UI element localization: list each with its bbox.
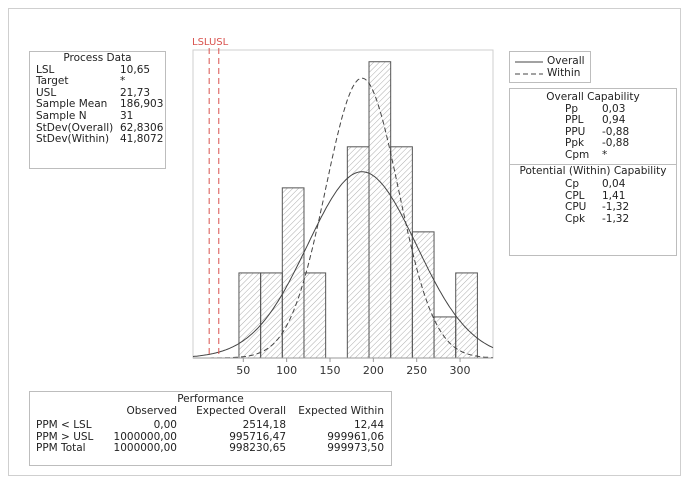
histogram-bar bbox=[238, 272, 262, 359]
performance-cell: 12,44 bbox=[353, 419, 384, 431]
stat-row: USL 21,73 bbox=[30, 86, 165, 100]
stat-row: Sample Mean 186,903 bbox=[30, 99, 165, 111]
performance-cell: 999961,06 bbox=[327, 430, 384, 443]
stat-value: * bbox=[120, 75, 126, 88]
stat-label: Sample Mean bbox=[36, 98, 108, 111]
stat-value: 62,8306 bbox=[120, 121, 164, 134]
performance-column-header: Expected Within bbox=[298, 405, 384, 417]
performance-cell: 2514,18 bbox=[242, 419, 286, 431]
chart-legend: Overall Within bbox=[509, 51, 591, 83]
performance-row-label: PPM Total bbox=[36, 442, 86, 454]
stat-value: -0,88 bbox=[602, 125, 630, 138]
stat-row: StDev(Within) 41,8072 bbox=[30, 134, 165, 146]
stat-value: -1,32 bbox=[602, 201, 630, 214]
potential-capability-title: Potential (Within) Capability bbox=[519, 164, 667, 177]
stat-value: * bbox=[602, 148, 608, 161]
overall-capability-title: Overall Capability bbox=[546, 91, 640, 103]
stat-label: Cpm bbox=[565, 148, 590, 161]
capability-divider bbox=[510, 163, 676, 165]
spec-limit-label: LSLUSL bbox=[192, 37, 229, 48]
stat-value: 1,41 bbox=[602, 189, 626, 202]
performance-cell: 1000000,00 bbox=[113, 430, 177, 443]
stat-label: CPL bbox=[565, 189, 585, 202]
stat-row: Cp 0,04 bbox=[510, 179, 676, 191]
histogram-bar bbox=[346, 146, 370, 359]
stat-row: Cpk -1,32 bbox=[510, 212, 676, 226]
stat-value: 0,04 bbox=[602, 178, 626, 191]
stat-value: 21,73 bbox=[120, 86, 151, 99]
stat-value: -0,88 bbox=[602, 137, 630, 150]
curve-within bbox=[193, 77, 494, 359]
stat-value: -1,32 bbox=[602, 212, 630, 225]
stat-label: Cpk bbox=[565, 212, 586, 225]
histogram-bar bbox=[390, 146, 413, 359]
legend-label-within: Within bbox=[547, 67, 581, 79]
x-tick-label: 50 bbox=[236, 364, 250, 377]
stat-label: PPL bbox=[565, 114, 584, 127]
stat-label: LSL bbox=[36, 63, 55, 76]
histogram-bar bbox=[303, 272, 327, 359]
x-tick-label: 200 bbox=[363, 364, 384, 377]
stat-label: Target bbox=[36, 75, 69, 88]
performance-panel: Performance Observed Expected Overall Expe… bbox=[29, 391, 392, 466]
stat-label: StDev(Overall) bbox=[36, 121, 114, 134]
performance-row-label: PPM > USL bbox=[36, 430, 94, 443]
stat-row: PPU -0,88 bbox=[510, 125, 676, 139]
performance-cell: 995716,47 bbox=[229, 430, 286, 443]
stat-value: 0,94 bbox=[602, 114, 626, 127]
x-tick-label: 150 bbox=[319, 364, 340, 377]
stat-label: CPU bbox=[565, 201, 587, 214]
stat-value: 10,65 bbox=[120, 63, 151, 76]
performance-cell: 999973,50 bbox=[327, 442, 384, 454]
performance-cell: 998230,65 bbox=[229, 442, 286, 454]
histogram-bar bbox=[368, 61, 392, 359]
performance-column-header: Observed bbox=[126, 405, 177, 417]
stat-value: 186,903 bbox=[120, 98, 164, 111]
stat-row: Ppk -0,88 bbox=[510, 138, 676, 150]
stat-row: Cpm * bbox=[510, 148, 676, 162]
stat-row: Sample N 31 bbox=[30, 109, 165, 123]
stat-row: CPL 1,41 bbox=[510, 189, 676, 203]
x-tick-label: 250 bbox=[406, 364, 427, 377]
stat-row: LSL 10,65 bbox=[30, 63, 165, 77]
process-data-panel: Process Data LSL 10,65 Target * USL 21,73 Samp… bbox=[29, 51, 166, 169]
stat-row: StDev(Overall) 62,8306 bbox=[30, 121, 165, 135]
stat-row: CPU -1,32 bbox=[510, 202, 676, 214]
stat-label: USL bbox=[36, 86, 57, 99]
histogram-bar bbox=[411, 231, 435, 359]
curve-overall bbox=[192, 171, 494, 357]
performance-row-label: PPM < LSL bbox=[36, 419, 92, 431]
stat-value: 0,03 bbox=[602, 102, 626, 115]
stat-label: PPU bbox=[565, 125, 586, 138]
stat-label: StDev(Within) bbox=[36, 133, 110, 146]
stat-row: PPL 0,94 bbox=[510, 115, 676, 127]
legend-label-overall: Overall bbox=[547, 55, 585, 67]
stat-row: Target * bbox=[30, 76, 165, 88]
capability-panel: Overall Capability Pp 0,03 PPL 0,94 PPU -0,88… bbox=[509, 88, 677, 256]
plot-area bbox=[192, 49, 494, 359]
performance-column-header: Expected Overall bbox=[196, 405, 286, 417]
stat-label: Ppk bbox=[565, 137, 585, 150]
stat-label: Cp bbox=[565, 178, 579, 191]
stat-label: Sample N bbox=[36, 109, 87, 122]
histogram-bar bbox=[281, 187, 305, 359]
performance-cell: 0,00 bbox=[153, 419, 177, 431]
histogram-bar bbox=[455, 272, 478, 359]
performance-cell: 1000000,00 bbox=[113, 442, 177, 454]
stat-value: 31 bbox=[120, 109, 134, 122]
performance-title: Performance bbox=[177, 393, 244, 405]
stat-row: Pp 0,03 bbox=[510, 102, 676, 116]
process-data-title: Process Data bbox=[63, 52, 132, 64]
stat-label: Pp bbox=[565, 102, 578, 115]
legend-item-within: Within bbox=[513, 67, 591, 80]
x-tick-label: 300 bbox=[450, 364, 471, 377]
stat-value: 41,8072 bbox=[120, 133, 164, 146]
legend-item-overall: Overall bbox=[513, 55, 591, 68]
x-tick-label: 100 bbox=[276, 364, 297, 377]
